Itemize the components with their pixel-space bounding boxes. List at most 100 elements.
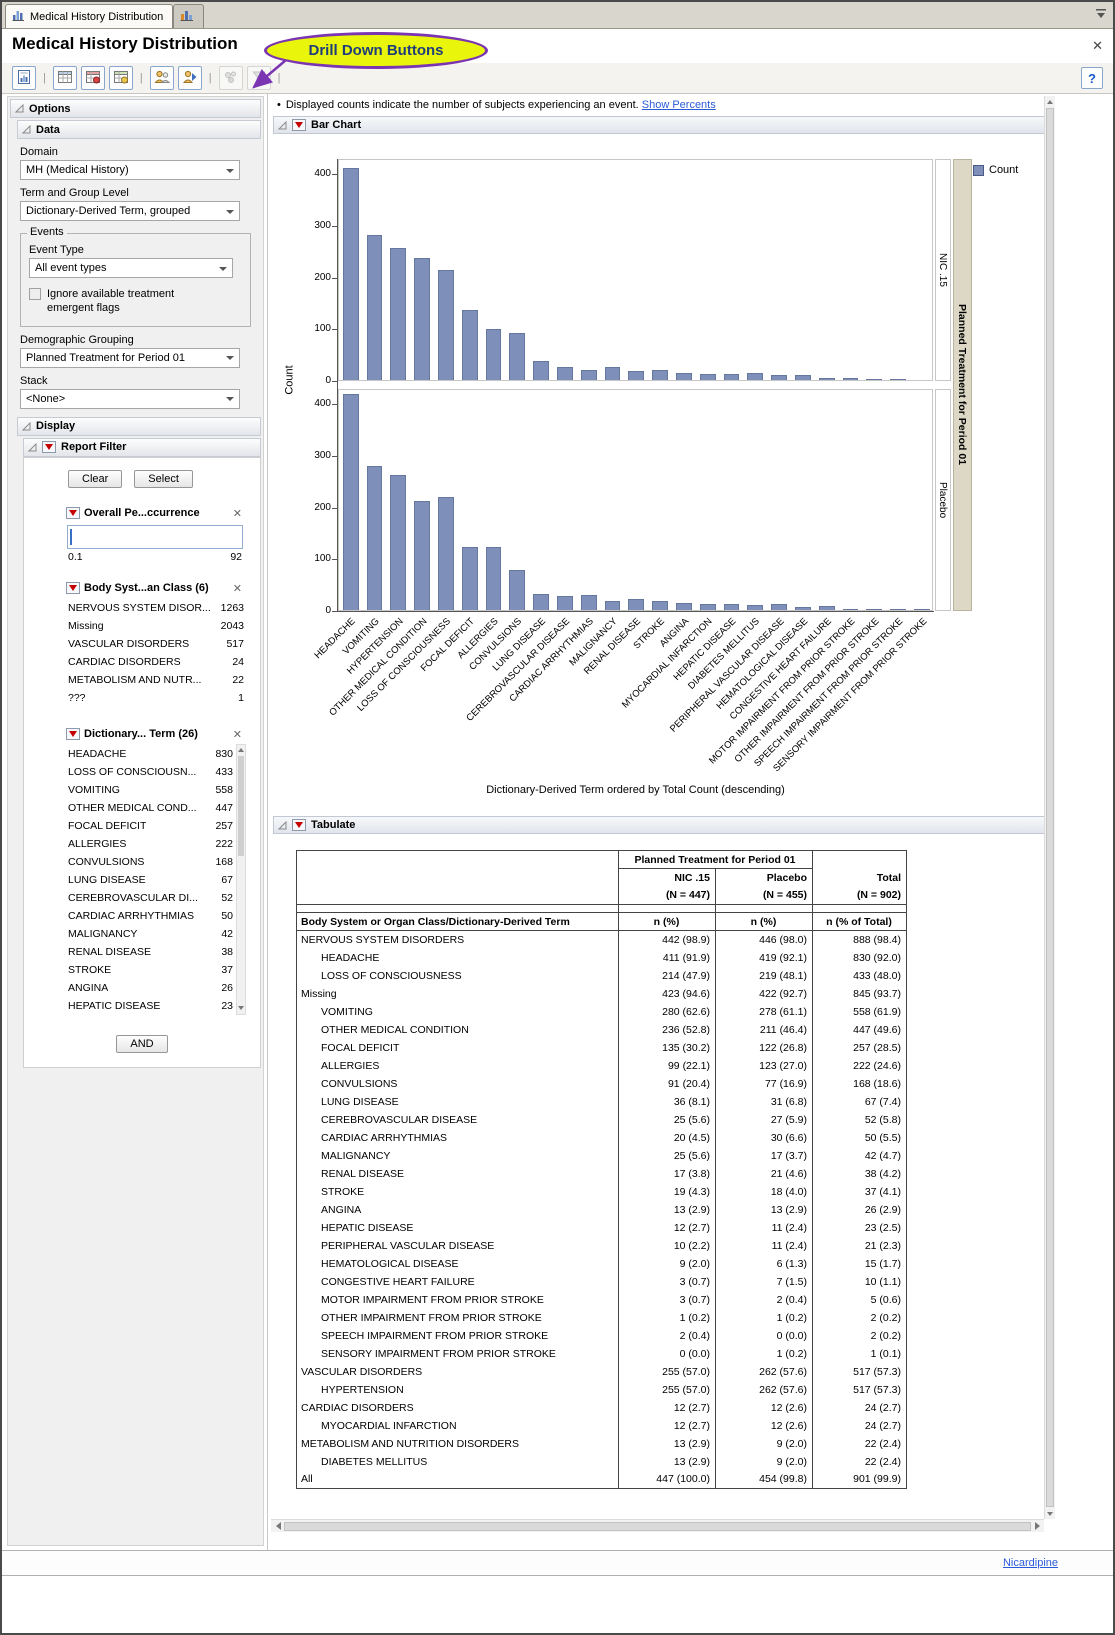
table-row[interactable]: CONVULSIONS 91 (20.4) 77 (16.9) 168 (18.6) [296,1074,907,1093]
bar-nic-15-19[interactable] [795,375,811,380]
bar-placebo-7[interactable] [509,570,526,610]
scroll-thumb[interactable] [1046,108,1054,1507]
scroll-right-icon[interactable] [1031,1522,1044,1530]
filter-list-item[interactable]: ALLERGIES 222 [68,835,233,853]
scroll-down-icon[interactable] [237,1004,245,1014]
table-row[interactable]: METABOLISM AND NUTRITION DISORDERS 13 (2.… [296,1434,907,1453]
vertical-scrollbar[interactable] [1044,96,1055,1519]
bar-nic-15-17[interactable] [747,373,764,380]
bar-placebo-0[interactable] [342,393,359,610]
study-link[interactable]: Nicardipine [1002,1557,1058,1569]
filter-list-item[interactable]: MALIGNANCY 42 [68,925,233,943]
table-row[interactable]: OTHER IMPAIRMENT FROM PRIOR STROKE 1 (0.2… [296,1308,907,1327]
bar-placebo-24[interactable] [914,609,930,610]
filter-list-item[interactable]: ANGINA 26 [68,979,233,997]
red-triangle-menu[interactable] [66,507,80,520]
disclosure-icon[interactable] [22,125,31,134]
bar-placebo-20[interactable] [818,606,835,610]
bar-nic-15-16[interactable] [723,373,740,380]
filter-list-item[interactable]: RENAL DISEASE 38 [68,943,233,961]
report-button[interactable] [12,66,36,90]
data-table-button[interactable] [52,66,77,90]
filter-list-item[interactable]: VOMITING 558 [68,781,233,799]
bar-placebo-14[interactable] [676,603,692,610]
bar-nic-15-14[interactable] [676,373,692,380]
display-section-header[interactable]: Display [17,416,261,436]
filter-list-item[interactable]: CARDIAC ARRHYTHMIAS 50 [68,907,233,925]
table-row[interactable]: HEADACHE 411 (91.9) 419 (92.1) 830 (92.0) [296,948,907,967]
table-row[interactable]: VOMITING 280 (62.6) 278 (61.1) 558 (61.9) [296,1002,907,1021]
demographic-grouping-dropdown[interactable]: Planned Treatment for Period 01 [20,347,240,368]
table-row[interactable]: DIABETES MELLITUS 13 (2.9) 9 (2.0) 22 (2.4) [296,1452,907,1471]
window-list-icon[interactable] [1095,8,1107,22]
table-row[interactable]: NERVOUS SYSTEM DISORDERS 442 (98.9) 446 (9… [296,930,907,949]
tab-report-icon-only[interactable] [173,4,205,28]
bar-placebo-10[interactable] [580,594,597,610]
stack-dropdown[interactable]: <None> [20,388,240,409]
table-row[interactable]: MALIGNANCY 25 (5.6) 17 (3.7) 42 (4.7) [296,1146,907,1165]
bar-placebo-13[interactable] [652,600,668,610]
and-button[interactable]: AND [116,1034,168,1053]
scroll-up-icon[interactable] [1045,96,1055,106]
filter-list-item[interactable]: VASCULAR DISORDERS 517 [68,635,244,653]
bar-placebo-22[interactable] [866,609,883,610]
disclosure-icon[interactable] [278,820,287,830]
filter-list-item[interactable]: Missing 2043 [68,617,244,635]
table-row[interactable]: RENAL DISEASE 17 (3.8) 21 (4.6) 38 (4.2) [296,1164,907,1183]
disclosure-icon[interactable] [15,104,24,113]
table-row[interactable]: OTHER MEDICAL CONDITION 236 (52.8) 211 (46… [296,1020,907,1039]
scroll-thumb[interactable] [238,755,244,856]
disclosure-icon[interactable] [28,442,37,452]
bar-placebo-6[interactable] [485,546,502,610]
filter-list-item[interactable]: METABOLISM AND NUTR... 22 [68,671,244,689]
table-row[interactable]: MOTOR IMPAIRMENT FROM PRIOR STROKE 3 (0.7… [296,1290,907,1309]
help-button[interactable]: ? [1081,67,1103,89]
scroll-down-icon[interactable] [1045,1509,1055,1519]
red-triangle-menu[interactable] [292,819,306,831]
bar-chart-outline-header[interactable]: Bar Chart [273,116,1053,134]
filter-list-item[interactable]: LOSS OF CONSCIOUSN... 433 [68,763,233,781]
scroll-left-icon[interactable] [271,1522,284,1530]
red-triangle-menu[interactable] [66,582,80,595]
table-row[interactable]: PERIPHERAL VASCULAR DISEASE 10 (2.2) 11 (2… [296,1236,907,1255]
subject-table-button[interactable] [80,66,105,90]
bar-nic-15-9[interactable] [557,367,573,380]
table-row[interactable]: LUNG DISEASE 36 (8.1) 31 (6.8) 67 (7.4) [296,1092,907,1111]
filter-list-item[interactable]: CONVULSIONS 168 [68,853,233,871]
ignore-flags-checkbox[interactable] [29,288,41,300]
bar-nic-15-7[interactable] [509,333,526,380]
table-row[interactable]: CARDIAC DISORDERS 12 (2.7) 12 (2.6) 24 (2.7… [296,1398,907,1417]
bar-nic-15-11[interactable] [604,367,621,380]
select-button[interactable]: Select [134,469,193,488]
bar-placebo-1[interactable] [366,466,383,610]
bar-nic-15-23[interactable] [890,378,906,380]
bar-nic-15-10[interactable] [580,369,597,380]
range-handle[interactable] [70,528,72,545]
bar-placebo-11[interactable] [604,601,621,610]
table-row[interactable]: SENSORY IMPAIRMENT FROM PRIOR STROKE 0 (0… [296,1344,907,1363]
close-icon[interactable]: ✕ [232,507,242,520]
tab-medical-history-distribution[interactable]: Medical History Distribution [5,4,174,28]
table-row[interactable]: CONGESTIVE HEART FAILURE 3 (0.7) 7 (1.5) 10… [296,1272,907,1291]
close-icon[interactable]: ✕ [232,582,242,595]
table-row[interactable]: ALLERGIES 99 (22.1) 123 (27.0) 222 (24.6) [296,1056,907,1075]
filter-list-item[interactable]: STROKE 37 [68,961,233,979]
red-triangle-menu[interactable] [66,728,80,741]
filter-list-item[interactable]: LUNG DISEASE 67 [68,871,233,889]
table-row[interactable]: MYOCARDIAL INFARCTION 12 (2.7) 12 (2.6) 24 … [296,1416,907,1435]
tabulate-outline-header[interactable]: Tabulate [273,816,1053,834]
profile-subjects-button[interactable] [149,66,174,90]
table-row[interactable]: LOSS OF CONSCIOUSNESS 214 (47.9) 219 (48.1… [296,966,907,985]
bar-nic-15-21[interactable] [842,378,859,380]
bar-nic-15-20[interactable] [818,378,835,380]
report-filter-header[interactable]: Report Filter [23,437,261,457]
bar-placebo-2[interactable] [390,474,407,610]
notes-table-button[interactable] [108,66,133,90]
bar-nic-15-2[interactable] [390,248,407,380]
bar-placebo-15[interactable] [699,603,716,610]
red-triangle-menu[interactable] [292,119,306,131]
table-row[interactable]: CARDIAC ARRHYTHMIAS 20 (4.5) 30 (6.6) 50 (5… [296,1128,907,1147]
occurrence-range-slider[interactable] [67,524,243,549]
sidebar-divider[interactable] [267,94,268,1550]
bar-placebo-9[interactable] [557,596,573,610]
